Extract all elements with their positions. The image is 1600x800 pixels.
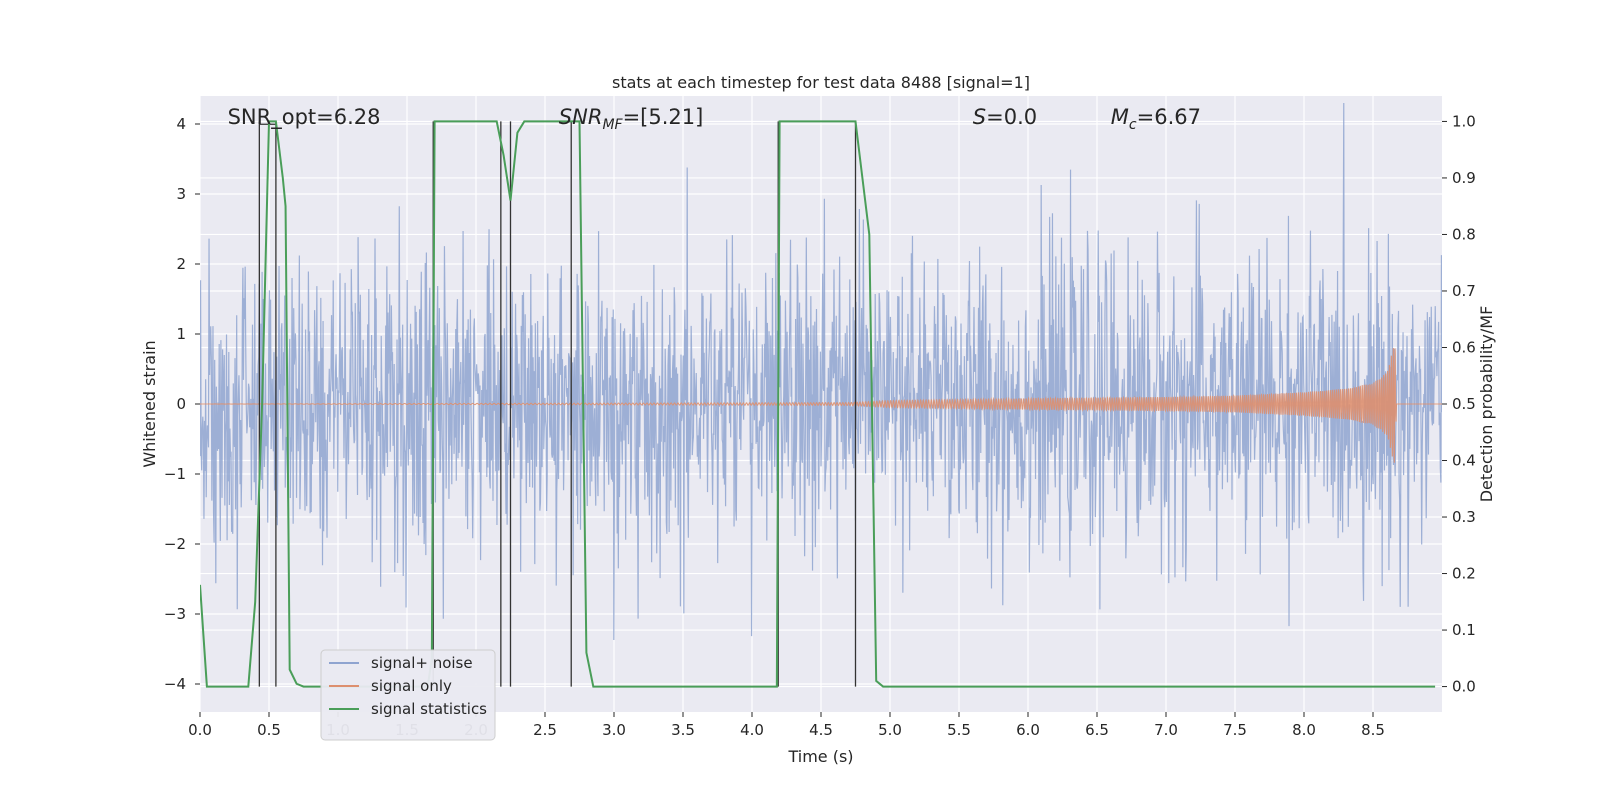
x-tick-label: 3.5 — [671, 721, 695, 739]
y2-tick-label: 0.9 — [1452, 169, 1476, 187]
x-tick-label: 5.5 — [947, 721, 971, 739]
y-tick-label: 1 — [176, 325, 186, 343]
legend-label-signal-noise: signal+ noise — [371, 654, 473, 672]
x-tick-label: 7.5 — [1223, 721, 1247, 739]
y2-tick-label: 1.0 — [1452, 112, 1476, 130]
x-tick-label: 7.0 — [1154, 721, 1178, 739]
annotation-snr-mf: SNRMF=[5.21] — [559, 105, 704, 133]
y-tick-label: 2 — [176, 255, 186, 273]
y2-tick-label: 0.3 — [1452, 508, 1476, 526]
y-tick-label: −4 — [164, 675, 186, 693]
x-tick-label: 0.0 — [188, 721, 212, 739]
x-tick-label: 8.5 — [1361, 721, 1385, 739]
x-tick-label: 5.0 — [878, 721, 902, 739]
legend: signal+ noise signal only signal statist… — [320, 649, 496, 741]
y-tick-label: −3 — [164, 605, 186, 623]
y2-tick-label: 0.2 — [1452, 565, 1476, 583]
legend-label-signal-only: signal only — [371, 677, 452, 695]
series-signal-noise — [200, 102, 1442, 641]
y-axis-left: 4 3 2 1 0 −1 −2 −3 −4 — [164, 115, 200, 693]
annotations: SNR_opt=6.28 SNRMF=[5.21] S=0.0 Mc=6.67 — [228, 105, 1201, 133]
y-tick-label: −1 — [164, 465, 186, 483]
signal-trace — [200, 348, 1442, 463]
annotation-s-value: S=0.0 — [973, 105, 1037, 129]
x-tick-label: 0.5 — [257, 721, 281, 739]
y-axis-right: 1.0 0.9 0.8 0.7 0.6 0.5 0.4 0.3 0.2 0.1 0.0 — [1442, 112, 1476, 696]
x-tick-label: 6.0 — [1016, 721, 1040, 739]
legend-box — [320, 649, 496, 741]
y2-tick-label: 0.4 — [1452, 452, 1476, 470]
annotation-snr-opt: SNR_opt=6.28 — [228, 105, 381, 130]
y-tick-label: −2 — [164, 535, 186, 553]
x-tick-label: 2.5 — [533, 721, 557, 739]
legend-label-signal-statistics: signal statistics — [371, 700, 487, 718]
y-tick-label: 3 — [176, 185, 186, 203]
y-tick-label: 0 — [176, 395, 186, 413]
y2-tick-label: 0.6 — [1452, 338, 1476, 356]
y-axis-label: Whitened strain — [140, 340, 159, 467]
chart-title: stats at each timestep for test data 848… — [612, 73, 1030, 92]
x-tick-label: 8.0 — [1292, 721, 1316, 739]
y-tick-label: 4 — [176, 115, 186, 133]
y2-tick-label: 0.7 — [1452, 282, 1476, 300]
y2-tick-label: 0.8 — [1452, 225, 1476, 243]
x-tick-label: 3.0 — [602, 721, 626, 739]
series-signal-only — [200, 348, 1442, 463]
y2-axis-label: Detection probability/MF — [1477, 306, 1496, 503]
y2-tick-label: 0.1 — [1452, 621, 1476, 639]
y2-tick-label: 0.0 — [1452, 678, 1476, 696]
x-tick-label: 6.5 — [1085, 721, 1109, 739]
noise-trace — [200, 102, 1442, 641]
x-tick-label: 4.5 — [809, 721, 833, 739]
annotation-mc-value: Mc=6.67 — [1111, 105, 1201, 133]
y2-tick-label: 0.5 — [1452, 395, 1476, 413]
x-axis-label: Time (s) — [787, 747, 853, 766]
x-tick-label: 4.0 — [740, 721, 764, 739]
